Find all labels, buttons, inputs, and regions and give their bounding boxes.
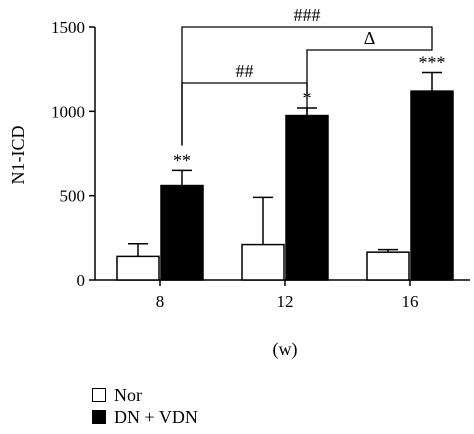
bars: [116, 71, 454, 281]
legend-item-dn-vdn: DN + VDN: [92, 406, 198, 428]
bracket-label-8-12: ##: [236, 61, 254, 81]
x-tick-label-16: 16: [402, 292, 419, 311]
bar-dn-vdn-8: [160, 184, 204, 281]
bar-dn-vdn-16: [410, 90, 454, 281]
legend-label-dn-vdn: DN + VDN: [114, 407, 198, 427]
y-axis-title: N1-ICD: [8, 126, 28, 185]
bracket-label-12-16: Δ: [364, 28, 376, 48]
x-tick-label-12: 12: [277, 292, 294, 311]
x-axis-title: (w): [273, 339, 298, 360]
legend-item-nor: Nor: [92, 384, 198, 406]
legend-label-nor: Nor: [114, 385, 142, 405]
x-tick-label-8: 8: [156, 292, 165, 311]
legend: Nor DN + VDN: [92, 384, 198, 428]
significance-label-16: ***: [419, 53, 446, 73]
bar-dn-vdn-12: [285, 114, 329, 281]
annotations: ******#####Δ: [173, 5, 446, 170]
y-tick-label-500: 500: [60, 187, 86, 206]
y-tick-label-1500: 1500: [51, 18, 85, 37]
y-tick-label-1000: 1000: [51, 102, 85, 121]
legend-swatch-nor: [92, 388, 106, 402]
y-tick-label-0: 0: [77, 271, 86, 290]
significance-label-8: **: [173, 150, 191, 170]
bracket-label-8-16: ###: [294, 5, 321, 25]
bracket-12-16: [306, 48, 433, 117]
legend-swatch-dn-vdn: [92, 410, 106, 424]
bar-nor-8: [116, 255, 160, 281]
bar-nor-16: [366, 251, 410, 281]
bar-nor-12: [241, 243, 285, 281]
